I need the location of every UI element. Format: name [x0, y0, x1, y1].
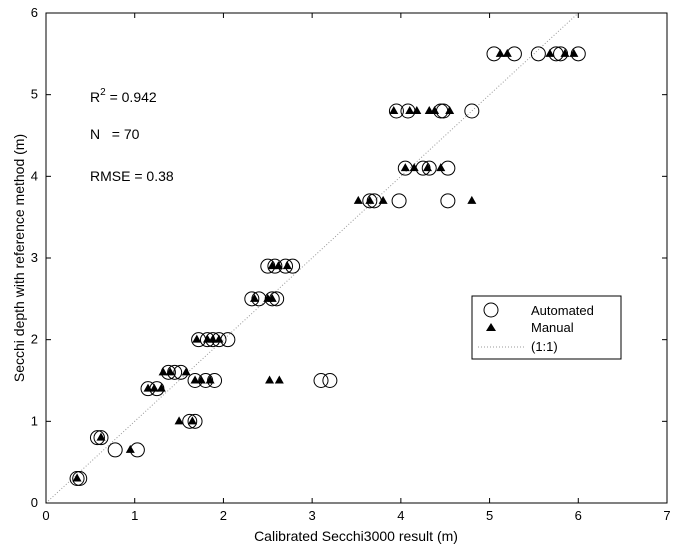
- automated-point: [89, 430, 105, 446]
- annotation-r2-label: R: [90, 89, 100, 105]
- manual-point: [400, 163, 410, 172]
- automated-point: [313, 373, 329, 388]
- automated-point: [244, 291, 260, 307]
- manual-point: [412, 106, 422, 114]
- manual-point: [282, 261, 292, 270]
- manual-point: [156, 383, 166, 392]
- manual-point: [502, 48, 512, 57]
- y-tick-label: 3: [31, 250, 38, 265]
- manual-point: [196, 375, 206, 384]
- y-tick-label: 0: [31, 495, 38, 510]
- manual-point: [569, 48, 579, 57]
- x-tick-label: 4: [397, 508, 404, 523]
- manual-point: [273, 261, 283, 270]
- manual-point: [249, 293, 259, 302]
- annotation-n: N = 70: [90, 126, 140, 142]
- x-tick-label: 2: [220, 508, 227, 523]
- manual-point: [422, 163, 432, 172]
- manual-point: [560, 48, 570, 57]
- manual-point: [267, 261, 277, 270]
- legend-manual-marker: [486, 323, 496, 331]
- manual-point: [149, 383, 159, 392]
- plot-area: [45, 12, 668, 504]
- legend-automated-marker: [483, 302, 499, 318]
- manual-point: [430, 106, 440, 114]
- annotation-r2-value: = 0.942: [106, 89, 157, 105]
- legend-reference-label: (1:1): [531, 339, 558, 354]
- automated-point: [388, 103, 404, 119]
- manual-point: [545, 48, 555, 57]
- y-tick-label: 1: [31, 413, 38, 428]
- manual-point: [214, 334, 224, 343]
- manual-point: [436, 163, 446, 172]
- y-tick-label: 2: [31, 332, 38, 347]
- x-tick-label: 6: [575, 508, 582, 523]
- x-tick-label: 0: [42, 508, 49, 523]
- manual-point: [143, 383, 153, 392]
- automated-point: [182, 413, 198, 429]
- automated-point: [362, 193, 378, 209]
- manual-point: [208, 334, 218, 343]
- legend-automated-label: Automated: [531, 303, 594, 318]
- manual-point: [265, 375, 275, 384]
- manual-point: [365, 195, 375, 204]
- automated-point: [72, 471, 88, 486]
- manual-point: [174, 416, 184, 425]
- manual-point: [274, 375, 284, 384]
- manual-point: [409, 163, 419, 172]
- automated-point: [107, 442, 123, 458]
- y-axis-label: Secchi depth with reference method (m): [11, 134, 27, 382]
- x-tick-label: 1: [131, 508, 138, 523]
- automated-point: [440, 193, 456, 209]
- manual-point: [467, 195, 477, 204]
- automated-point: [187, 413, 203, 429]
- x-tick-label: 5: [486, 508, 493, 523]
- manual-point: [190, 375, 200, 384]
- manual-point: [187, 416, 197, 425]
- x-tick-label: 3: [309, 508, 316, 523]
- manual-point: [72, 473, 82, 482]
- automated-point: [322, 373, 338, 388]
- automated-point: [391, 193, 407, 209]
- reference-line-1-to-1: [46, 13, 579, 503]
- y-tick-label: 4: [31, 168, 38, 183]
- x-axis-label: Calibrated Secchi3000 result (m): [254, 528, 458, 544]
- automated-point: [464, 103, 480, 119]
- x-tick-label: 7: [663, 508, 670, 523]
- manual-point: [192, 334, 202, 343]
- y-tick-label: 5: [31, 87, 38, 102]
- manual-point: [205, 375, 215, 384]
- manual-point: [96, 432, 106, 441]
- manual-point: [158, 367, 168, 376]
- annotation-r2-superscript: 2: [100, 87, 106, 98]
- manual-point: [125, 444, 135, 453]
- manual-point: [495, 48, 505, 57]
- manual-point: [405, 106, 415, 114]
- legend: Automated Manual (1:1): [471, 295, 622, 360]
- automated-point: [421, 160, 437, 176]
- manual-point: [165, 367, 175, 376]
- manual-point: [181, 367, 191, 376]
- automated-point: [93, 430, 109, 446]
- manual-point: [389, 106, 399, 114]
- manual-point: [445, 106, 455, 114]
- y-tick-label: 6: [31, 5, 38, 20]
- annotation-r2: R2 = 0.942: [90, 87, 157, 105]
- manual-point: [378, 195, 388, 204]
- annotation-rmse: RMSE = 0.38: [90, 168, 174, 184]
- automated-point: [530, 46, 546, 62]
- manual-point: [353, 195, 363, 204]
- manual-point: [267, 293, 277, 302]
- automated-point: [267, 258, 283, 274]
- legend-manual-label: Manual: [531, 320, 574, 335]
